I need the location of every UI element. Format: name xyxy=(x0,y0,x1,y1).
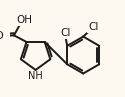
Text: Cl: Cl xyxy=(60,28,71,38)
Text: O: O xyxy=(0,31,4,41)
Text: NH: NH xyxy=(28,71,42,81)
Text: Cl: Cl xyxy=(88,22,99,32)
Text: OH: OH xyxy=(16,16,32,26)
